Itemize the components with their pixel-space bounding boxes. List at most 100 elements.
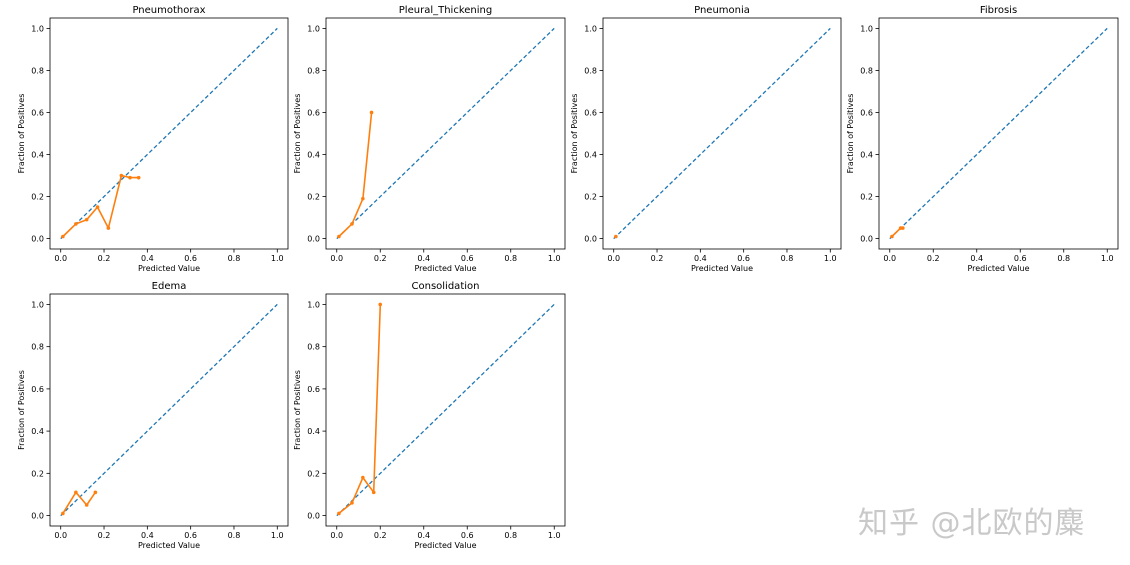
x-axis-label: Predicted Value [414, 541, 476, 550]
calibration-point [136, 175, 141, 180]
y-tick-label: 0.6 [31, 108, 44, 117]
subplot-title: Edema [152, 281, 187, 292]
diagonal-reference-line [336, 303, 555, 517]
calibration-point [84, 503, 89, 507]
axes-frame [325, 17, 566, 250]
x-axis-label: Predicted Value [691, 264, 753, 273]
y-tick-label: 0.4 [31, 151, 44, 160]
y-tick-label: 0.0 [307, 235, 320, 244]
x-tick-label: 0.0 [330, 254, 343, 263]
diagonal-reference-line [60, 303, 278, 517]
calibration-point [890, 234, 894, 239]
x-tick-label: 0.6 [1014, 254, 1027, 263]
x-tick-label: 0.4 [417, 531, 430, 540]
x-tick-label: 0.2 [374, 254, 387, 263]
calibration-point [74, 490, 78, 495]
x-axis-label: Predicted Value [967, 264, 1029, 273]
y-tick-label: 0.4 [31, 427, 44, 436]
x-tick-label: 1.0 [548, 531, 561, 540]
axes-frame [878, 17, 1119, 250]
x-tick-label: 0.0 [883, 254, 896, 263]
calibration-curve [62, 491, 97, 514]
y-tick-label: 0.4 [307, 151, 320, 160]
calibration-point [361, 475, 365, 480]
y-tick-label: 0.6 [860, 108, 873, 117]
x-tick-label: 1.0 [548, 254, 561, 263]
subplot-5: Edema 0.0 0.2 0.4 0.6 0.8 1.0 0.0 0.2 0.4 0.6 0.8 1.… [17, 281, 289, 550]
calibration-point [337, 511, 341, 516]
y-tick-label: 0.8 [307, 66, 320, 75]
calibration-point [361, 196, 365, 201]
y-tick-label: 0.8 [31, 343, 44, 352]
x-tick-label: 0.6 [737, 254, 750, 263]
y-tick-label: 0.0 [860, 235, 873, 244]
y-axis-label: Fraction of Positives [293, 94, 302, 174]
axes-frame [49, 293, 289, 527]
subplot-4: Fibrosis 0.0 0.2 0.4 0.6 0.8 1.0 0.0 0.2 0.4 0.6 0.… [846, 5, 1119, 273]
y-tick-label: 0.6 [31, 385, 44, 394]
x-tick-label: 0.6 [184, 254, 197, 263]
subplot-2: Pleural_Thickening 0.0 0.2 0.4 0.6 0.8 1.0 0.0 0… [293, 5, 566, 273]
y-tick-label: 0.2 [584, 193, 597, 202]
y-tick-label: 0.6 [307, 385, 320, 394]
x-axis-label: Predicted Value [414, 264, 476, 273]
y-tick-label: 1.0 [860, 24, 873, 33]
subplot-title: Pneumonia [694, 5, 750, 16]
diagonal-reference-line [613, 27, 831, 240]
y-tick-label: 1.0 [31, 300, 44, 309]
x-tick-label: 0.0 [330, 531, 343, 540]
y-axis-label: Fraction of Positives [846, 94, 855, 174]
y-tick-label: 1.0 [307, 24, 320, 33]
x-axis-label: Predicted Value [138, 541, 200, 550]
subplot-3: Pneumonia 0.0 0.2 0.4 0.6 0.8 1.0 0.0 0.2 0.4 0.6 0… [570, 5, 842, 273]
diagonal-reference-line [60, 27, 278, 240]
calibration-point [74, 222, 78, 226]
x-tick-label: 0.2 [98, 531, 111, 540]
x-tick-label: 0.6 [461, 254, 474, 263]
calibration-point [61, 234, 65, 239]
x-tick-label: 0.0 [54, 254, 67, 263]
x-tick-label: 0.2 [927, 254, 940, 263]
y-tick-label: 0.0 [31, 235, 44, 244]
y-tick-label: 0.4 [860, 151, 873, 160]
x-tick-label: 0.6 [461, 531, 474, 540]
x-tick-label: 0.0 [607, 254, 620, 263]
y-tick-label: 0.2 [307, 469, 320, 478]
axes-frame [49, 17, 289, 250]
y-tick-label: 0.0 [307, 512, 320, 521]
subplot-title: Consolidation [412, 281, 480, 292]
x-tick-label: 0.0 [54, 531, 67, 540]
y-tick-label: 0.4 [584, 151, 597, 160]
axes-frame [602, 17, 842, 250]
subplot-title: Pneumothorax [132, 5, 205, 16]
x-tick-label: 0.4 [694, 254, 707, 263]
x-tick-label: 0.8 [228, 531, 241, 540]
y-tick-label: 0.6 [307, 108, 320, 117]
y-axis-label: Fraction of Positives [17, 370, 26, 450]
subplot-title: Pleural_Thickening [399, 5, 492, 16]
calibration-point [378, 302, 383, 307]
y-tick-label: 1.0 [584, 24, 597, 33]
x-tick-label: 0.2 [374, 531, 387, 540]
calibration-point [106, 226, 111, 230]
x-tick-label: 0.8 [1057, 254, 1070, 263]
x-tick-label: 0.2 [98, 254, 111, 263]
y-tick-label: 0.8 [860, 66, 873, 75]
calibration-point [350, 501, 354, 505]
y-tick-label: 0.4 [307, 427, 320, 436]
x-axis-label: Predicted Value [138, 264, 200, 273]
y-tick-label: 0.2 [31, 193, 44, 202]
x-tick-label: 1.0 [271, 531, 284, 540]
calibration-point [119, 173, 124, 178]
watermark-text: 知乎 @北欧的麋 [858, 506, 1086, 541]
calibration-point [95, 205, 100, 209]
x-tick-label: 0.4 [417, 254, 430, 263]
calibration-point [901, 226, 905, 230]
x-tick-label: 0.8 [228, 254, 241, 263]
y-axis-label: Fraction of Positives [293, 370, 302, 450]
subplot-title: Fibrosis [980, 5, 1017, 16]
calibration-point [84, 217, 89, 222]
y-axis-label: Fraction of Positives [570, 94, 579, 174]
calibration-point [371, 490, 376, 495]
